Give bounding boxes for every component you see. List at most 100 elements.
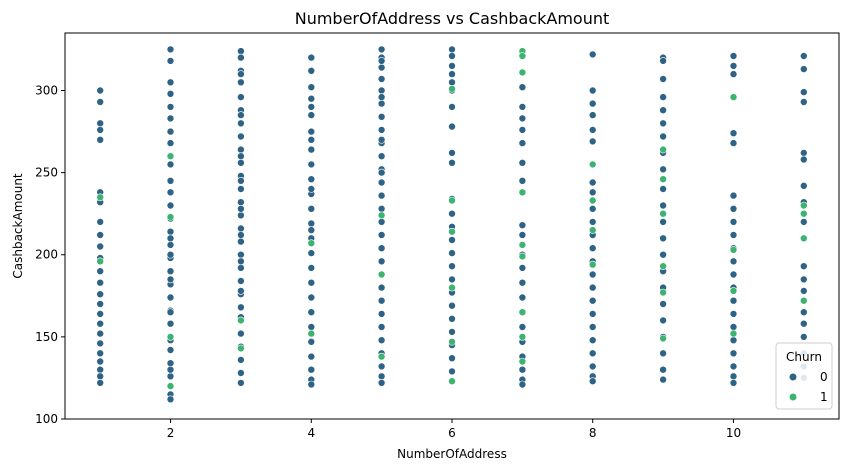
point-churn-0	[307, 136, 316, 144]
x-tick-label: 6	[448, 426, 456, 440]
point-churn-0	[729, 231, 738, 239]
legend: Churn 0 1	[775, 342, 833, 410]
point-churn-0	[237, 177, 245, 185]
point-churn-0	[166, 90, 175, 98]
point-churn-0	[377, 191, 386, 200]
point-churn-0	[377, 63, 386, 72]
point-churn-0	[729, 372, 738, 381]
point-churn-0	[166, 188, 175, 197]
point-churn-0	[96, 300, 104, 308]
point-churn-1	[659, 334, 667, 343]
point-churn-1	[96, 257, 104, 266]
point-churn-0	[799, 149, 808, 157]
point-churn-0	[588, 283, 597, 292]
point-churn-0	[729, 205, 738, 213]
point-churn-0	[518, 139, 527, 147]
point-churn-1	[518, 52, 527, 60]
point-churn-1	[518, 252, 527, 261]
point-churn-0	[237, 379, 245, 387]
point-churn-0	[237, 70, 245, 78]
point-churn-0	[307, 94, 316, 103]
x-axis-label: NumberOfAddress	[397, 447, 507, 461]
point-churn-0	[377, 310, 386, 318]
point-churn-1	[518, 68, 527, 77]
point-churn-0	[588, 244, 597, 252]
point-churn-0	[237, 369, 245, 377]
point-churn-0	[588, 296, 597, 305]
point-churn-0	[448, 70, 456, 78]
point-churn-0	[377, 205, 386, 213]
point-churn-1	[237, 316, 245, 325]
point-churn-0	[729, 70, 738, 78]
point-churn-0	[166, 346, 175, 354]
point-churn-0	[518, 264, 527, 272]
y-axis-ticks: 100 150 200 250 300	[35, 83, 65, 426]
point-churn-1	[518, 241, 527, 249]
point-churn-0	[729, 52, 738, 60]
point-churn-0	[518, 293, 527, 302]
point-churn-1	[166, 152, 175, 160]
point-churn-1	[659, 288, 667, 297]
point-churn-0	[588, 336, 597, 345]
point-churn-1	[799, 296, 808, 305]
y-axis-label: CashbackAmount	[11, 173, 25, 279]
point-churn-0	[659, 165, 667, 174]
point-churn-1	[377, 270, 386, 279]
point-churn-0	[377, 362, 386, 371]
point-churn-0	[799, 333, 808, 341]
point-churn-0	[799, 155, 808, 164]
point-churn-0	[659, 375, 667, 384]
point-churn-0	[588, 349, 597, 358]
point-churn-0	[377, 86, 386, 95]
point-churn-0	[237, 198, 245, 206]
x-tick-label: 4	[307, 426, 315, 440]
point-churn-0	[307, 323, 316, 331]
point-churn-0	[659, 132, 667, 141]
point-churn-0	[448, 52, 456, 60]
point-churn-0	[448, 149, 456, 157]
point-churn-1	[799, 209, 808, 218]
point-churn-0	[448, 262, 456, 271]
point-churn-0	[588, 377, 597, 386]
point-churn-0	[96, 86, 104, 95]
point-churn-1	[518, 357, 527, 366]
point-churn-0	[659, 365, 667, 374]
point-churn-0	[377, 113, 386, 121]
point-churn-0	[729, 296, 738, 305]
point-churn-1	[377, 352, 386, 361]
point-churn-0	[799, 52, 808, 60]
y-tick-label: 300	[35, 83, 58, 97]
point-churn-0	[448, 275, 456, 284]
point-churn-0	[588, 205, 597, 213]
x-tick-label: 8	[589, 426, 597, 440]
point-churn-0	[166, 308, 175, 317]
point-churn-0	[448, 122, 456, 131]
point-churn-0	[237, 145, 245, 154]
point-churn-0	[307, 185, 316, 193]
point-churn-0	[96, 136, 104, 144]
point-churn-0	[588, 188, 597, 197]
y-tick-label: 250	[35, 166, 58, 180]
point-churn-0	[307, 308, 316, 317]
point-churn-0	[237, 277, 245, 285]
point-churn-1	[659, 262, 667, 271]
point-churn-0	[518, 380, 527, 389]
y-tick-label: 100	[35, 412, 58, 426]
point-churn-0	[237, 237, 245, 246]
point-churn-1	[96, 193, 104, 202]
point-churn-0	[729, 270, 738, 279]
point-churn-0	[166, 395, 175, 404]
point-churn-1	[588, 160, 597, 169]
point-churn-0	[307, 175, 316, 183]
point-churn-0	[518, 231, 527, 239]
point-churn-0	[448, 301, 456, 310]
point-churn-0	[659, 185, 667, 193]
point-churn-0	[377, 93, 386, 101]
point-churn-0	[96, 267, 104, 276]
point-churn-0	[448, 314, 456, 323]
point-churn-0	[377, 244, 386, 252]
point-churn-0	[377, 379, 386, 387]
point-churn-0	[166, 177, 175, 185]
point-churn-0	[96, 372, 104, 381]
